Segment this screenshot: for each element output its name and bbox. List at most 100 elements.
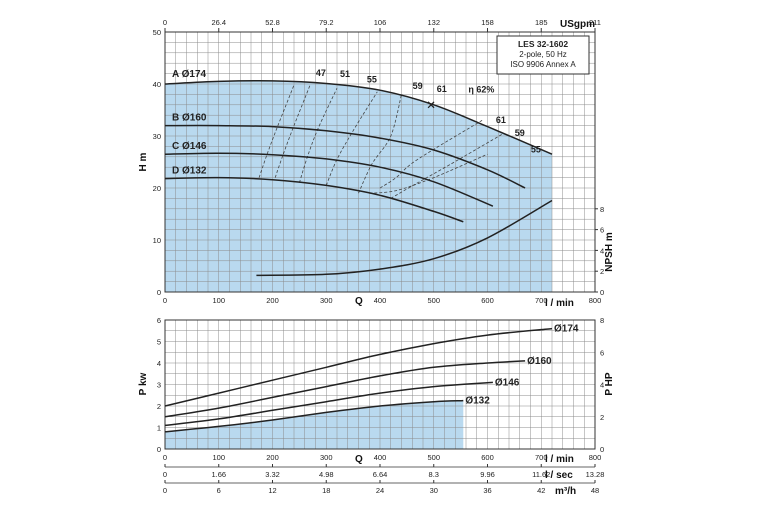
- lsec-unit-label: l / sec: [545, 470, 573, 481]
- efficiency-isoline: [379, 120, 483, 189]
- lmin-tick-label: 400: [374, 453, 387, 462]
- efficiency-label: 55: [531, 145, 541, 155]
- power-curve-label: Ø146: [495, 377, 520, 388]
- usgpm-tick-label: 185: [535, 18, 548, 27]
- efficiency-isoline: [299, 88, 338, 183]
- head-grid: [165, 32, 595, 292]
- head-axis-label: H m: [138, 152, 149, 171]
- lmin-tick-label: 600: [481, 296, 494, 305]
- power-curve-2: [164, 381, 493, 427]
- m3h-tick-label: 24: [376, 486, 384, 495]
- lsec-tick-label: 4.98: [319, 470, 334, 479]
- efficiency-isoline: [390, 133, 504, 199]
- best-efficiency-point-marker: [427, 101, 435, 109]
- m3h-tick-label: 36: [483, 486, 491, 495]
- pkw-tick-label: 2: [157, 402, 161, 411]
- lmin-tick-label: 700: [535, 453, 548, 462]
- flow-axis-label-bottom: Q: [355, 454, 363, 465]
- pkw-tick-label: 6: [157, 316, 161, 325]
- lsec-tick-label: 6.64: [373, 470, 388, 479]
- lsec-tick-label: 1.66: [211, 470, 226, 479]
- m3h-tick-label: 18: [322, 486, 330, 495]
- lsec-tick-label: 13.28: [586, 470, 605, 479]
- head-tick-label: 0: [157, 288, 161, 297]
- pkw-tick-label: 1: [157, 424, 161, 433]
- lmin-tick-label: 300: [320, 453, 333, 462]
- power-curve-label: Ø132: [465, 396, 490, 407]
- lsec-tick-label: 3.32: [265, 470, 280, 479]
- php-axis-label: P HP: [604, 372, 615, 395]
- power-curve-label: Ø160: [527, 356, 552, 367]
- usgpm-tick-label: 26.4: [211, 18, 226, 27]
- m3h-tick-label: 6: [217, 486, 221, 495]
- power-curve-0: [164, 327, 553, 407]
- lmin-tick-label: 0: [163, 296, 167, 305]
- efficiency-label: 61: [437, 84, 447, 94]
- head-curve-label: B Ø160: [172, 113, 207, 124]
- php-tick-label: 6: [600, 348, 604, 357]
- efficiency-isoline: [258, 84, 295, 178]
- php-tick-label: 0: [600, 445, 604, 454]
- lmin-tick-label: 600: [481, 453, 494, 462]
- efficiency-label: 55: [367, 74, 377, 84]
- lmin-tick-label: 500: [427, 453, 440, 462]
- npsh-tick-label: 0: [600, 288, 604, 297]
- lmin-unit-label-bottom: l / min: [545, 454, 574, 465]
- lmin-tick-label: 700: [535, 296, 548, 305]
- usgpm-tick-label: 106: [374, 18, 387, 27]
- info-box-model: LES 32-1602: [518, 39, 568, 49]
- head-tick-label: 30: [153, 132, 161, 141]
- m3h-tick-label: 30: [430, 486, 438, 495]
- lsec-tick-label: 0: [163, 470, 167, 479]
- efficiency-label: 47: [316, 68, 326, 78]
- npsh-tick-label: 2: [600, 267, 604, 276]
- usgpm-tick-label: 0: [163, 18, 167, 27]
- efficiency-isoline: [369, 153, 488, 194]
- lmin-tick-label: 200: [266, 453, 279, 462]
- usgpm-tick-label: 158: [481, 18, 494, 27]
- m3h-tick-label: 12: [268, 486, 276, 495]
- lmin-tick-label: 500: [427, 296, 440, 305]
- info-box-speed: 2-pole, 50 Hz: [519, 50, 567, 59]
- power-grid: [165, 320, 595, 449]
- power-curve-label: Ø174: [554, 324, 579, 335]
- lmin-tick-label: 200: [266, 296, 279, 305]
- head-tick-label: 40: [153, 80, 161, 89]
- head-curve-label: A Ø174: [172, 69, 207, 80]
- lmin-tick-label: 300: [320, 296, 333, 305]
- efficiency-isolines: [258, 84, 504, 199]
- npsh-tick-label: 6: [600, 226, 604, 235]
- m3h-tick-label: 48: [591, 486, 599, 495]
- usgpm-tick-label: 52.8: [265, 18, 280, 27]
- head-tick-label: 50: [153, 28, 161, 37]
- lsec-tick-label: 8.3: [429, 470, 439, 479]
- pkw-tick-label: 0: [157, 445, 161, 454]
- head-curve-label: C Ø146: [172, 141, 207, 152]
- efficiency-label: 59: [413, 81, 423, 91]
- flow-axis-label-top: Q: [355, 296, 363, 307]
- m3h-tick-label: 0: [163, 486, 167, 495]
- head-tick-label: 20: [153, 184, 161, 193]
- lmin-tick-label: 100: [212, 453, 225, 462]
- head-curve-d: [164, 176, 464, 223]
- power-operating-fill: [165, 400, 464, 449]
- npsh-tick-label: 8: [600, 205, 604, 214]
- lmin-tick-label: 0: [163, 453, 167, 462]
- pkw-tick-label: 5: [157, 338, 161, 347]
- efficiency-label: 59: [515, 128, 525, 138]
- npsh-axis-label: NPSH m: [604, 232, 615, 272]
- lsec-tick-label: 9.96: [480, 470, 495, 479]
- info-box: LES 32-1602 2-pole, 50 Hz ISO 9906 Annex…: [496, 35, 590, 75]
- efficiency-label: 61: [496, 115, 506, 125]
- efficiency-label: 51: [340, 69, 350, 79]
- efficiency-isoline: [274, 84, 311, 178]
- efficiency-label: η 62%: [468, 84, 494, 94]
- lmin-tick-label: 800: [589, 453, 602, 462]
- npsh-tick-label: 4: [600, 246, 604, 255]
- head-curve-c: [164, 152, 494, 207]
- head-curve-label: D Ø132: [172, 166, 207, 177]
- info-box-standard: ISO 9906 Annex A: [510, 60, 576, 69]
